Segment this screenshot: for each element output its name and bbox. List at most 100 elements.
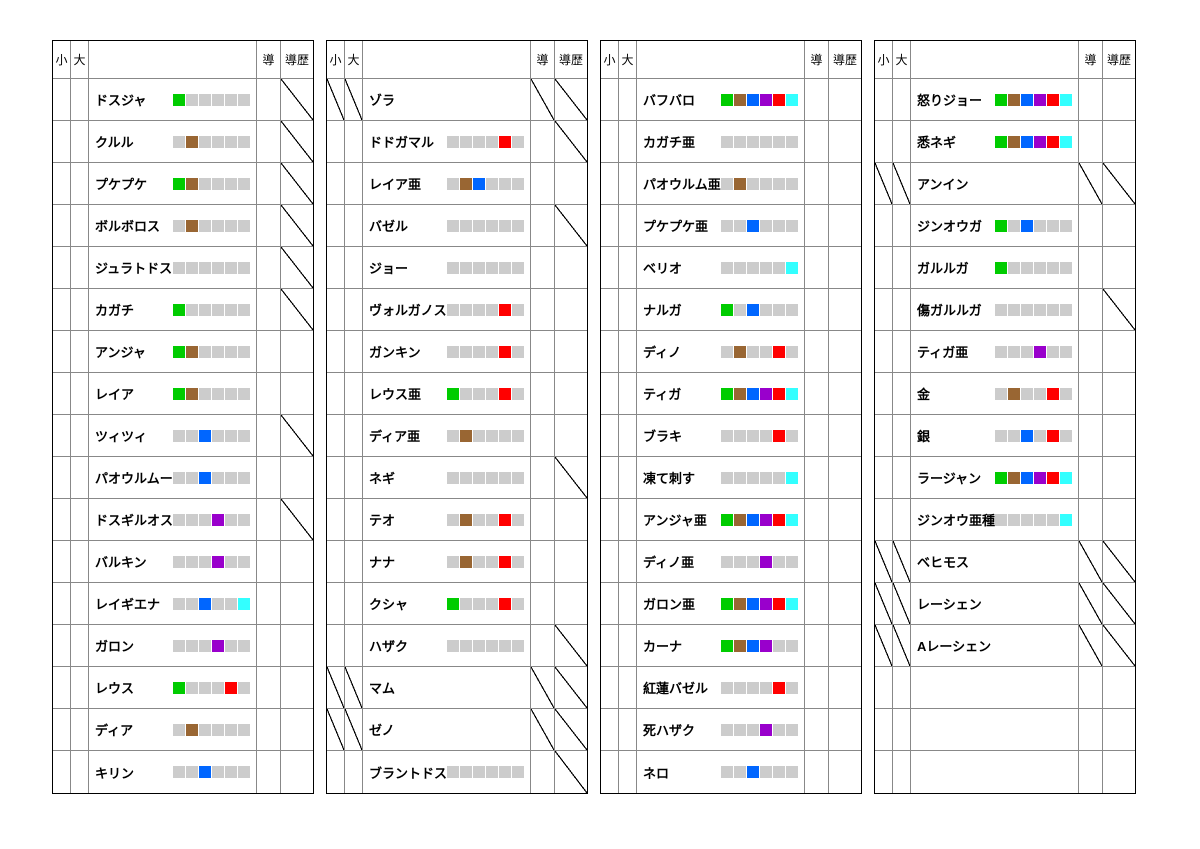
- cell-d[interactable]: [257, 289, 281, 331]
- cell-small[interactable]: [327, 499, 345, 541]
- cell-big[interactable]: [893, 289, 911, 331]
- cell-small[interactable]: [875, 751, 893, 793]
- cell-small[interactable]: [53, 373, 71, 415]
- cell-small[interactable]: [53, 79, 71, 121]
- cell-d[interactable]: [531, 583, 555, 625]
- cell-dh[interactable]: [281, 541, 313, 583]
- cell-dh[interactable]: [281, 583, 313, 625]
- cell-d[interactable]: [257, 709, 281, 751]
- cell-dh[interactable]: [555, 247, 587, 289]
- cell-dh[interactable]: [1103, 457, 1135, 499]
- cell-dh[interactable]: [281, 205, 313, 247]
- cell-small[interactable]: [327, 541, 345, 583]
- cell-small[interactable]: [53, 121, 71, 163]
- cell-dh[interactable]: [281, 79, 313, 121]
- cell-small[interactable]: [53, 499, 71, 541]
- cell-big[interactable]: [345, 541, 363, 583]
- cell-d[interactable]: [1079, 709, 1103, 751]
- cell-d[interactable]: [1079, 373, 1103, 415]
- cell-d[interactable]: [531, 667, 555, 709]
- cell-small[interactable]: [327, 205, 345, 247]
- cell-d[interactable]: [257, 499, 281, 541]
- cell-d[interactable]: [1079, 667, 1103, 709]
- cell-dh[interactable]: [1103, 331, 1135, 373]
- cell-small[interactable]: [53, 247, 71, 289]
- cell-big[interactable]: [893, 121, 911, 163]
- cell-d[interactable]: [531, 79, 555, 121]
- cell-dh[interactable]: [829, 79, 861, 121]
- cell-d[interactable]: [1079, 415, 1103, 457]
- cell-d[interactable]: [531, 289, 555, 331]
- cell-small[interactable]: [875, 79, 893, 121]
- cell-small[interactable]: [601, 625, 619, 667]
- cell-small[interactable]: [327, 163, 345, 205]
- cell-big[interactable]: [71, 667, 89, 709]
- cell-d[interactable]: [257, 415, 281, 457]
- cell-small[interactable]: [601, 709, 619, 751]
- cell-dh[interactable]: [829, 667, 861, 709]
- cell-small[interactable]: [327, 415, 345, 457]
- cell-big[interactable]: [893, 373, 911, 415]
- cell-dh[interactable]: [281, 751, 313, 793]
- cell-dh[interactable]: [555, 625, 587, 667]
- cell-d[interactable]: [805, 373, 829, 415]
- cell-big[interactable]: [893, 415, 911, 457]
- cell-d[interactable]: [257, 751, 281, 793]
- cell-d[interactable]: [257, 541, 281, 583]
- cell-small[interactable]: [875, 289, 893, 331]
- cell-d[interactable]: [1079, 247, 1103, 289]
- cell-small[interactable]: [53, 289, 71, 331]
- cell-big[interactable]: [619, 373, 637, 415]
- cell-dh[interactable]: [555, 667, 587, 709]
- cell-big[interactable]: [71, 499, 89, 541]
- cell-dh[interactable]: [1103, 667, 1135, 709]
- cell-small[interactable]: [53, 751, 71, 793]
- cell-dh[interactable]: [1103, 373, 1135, 415]
- cell-d[interactable]: [1079, 331, 1103, 373]
- cell-small[interactable]: [601, 583, 619, 625]
- cell-small[interactable]: [875, 709, 893, 751]
- cell-dh[interactable]: [555, 289, 587, 331]
- cell-d[interactable]: [257, 121, 281, 163]
- cell-d[interactable]: [805, 331, 829, 373]
- cell-dh[interactable]: [555, 331, 587, 373]
- cell-dh[interactable]: [555, 205, 587, 247]
- cell-big[interactable]: [893, 205, 911, 247]
- cell-dh[interactable]: [829, 541, 861, 583]
- cell-small[interactable]: [53, 541, 71, 583]
- cell-big[interactable]: [71, 583, 89, 625]
- cell-big[interactable]: [619, 457, 637, 499]
- cell-d[interactable]: [257, 79, 281, 121]
- cell-dh[interactable]: [1103, 79, 1135, 121]
- cell-small[interactable]: [53, 415, 71, 457]
- cell-small[interactable]: [53, 331, 71, 373]
- cell-d[interactable]: [257, 667, 281, 709]
- cell-dh[interactable]: [281, 667, 313, 709]
- cell-small[interactable]: [875, 205, 893, 247]
- cell-d[interactable]: [1079, 625, 1103, 667]
- cell-dh[interactable]: [281, 625, 313, 667]
- cell-dh[interactable]: [1103, 121, 1135, 163]
- cell-d[interactable]: [531, 457, 555, 499]
- cell-small[interactable]: [327, 79, 345, 121]
- cell-d[interactable]: [531, 373, 555, 415]
- cell-small[interactable]: [875, 625, 893, 667]
- cell-d[interactable]: [1079, 121, 1103, 163]
- cell-dh[interactable]: [1103, 709, 1135, 751]
- cell-big[interactable]: [345, 163, 363, 205]
- cell-dh[interactable]: [1103, 541, 1135, 583]
- cell-big[interactable]: [71, 457, 89, 499]
- cell-big[interactable]: [345, 121, 363, 163]
- cell-d[interactable]: [257, 373, 281, 415]
- cell-small[interactable]: [327, 709, 345, 751]
- cell-big[interactable]: [893, 79, 911, 121]
- cell-big[interactable]: [619, 331, 637, 373]
- cell-d[interactable]: [531, 625, 555, 667]
- cell-big[interactable]: [345, 415, 363, 457]
- cell-dh[interactable]: [555, 751, 587, 793]
- cell-d[interactable]: [257, 331, 281, 373]
- cell-d[interactable]: [805, 289, 829, 331]
- cell-big[interactable]: [893, 331, 911, 373]
- cell-d[interactable]: [531, 331, 555, 373]
- cell-d[interactable]: [1079, 499, 1103, 541]
